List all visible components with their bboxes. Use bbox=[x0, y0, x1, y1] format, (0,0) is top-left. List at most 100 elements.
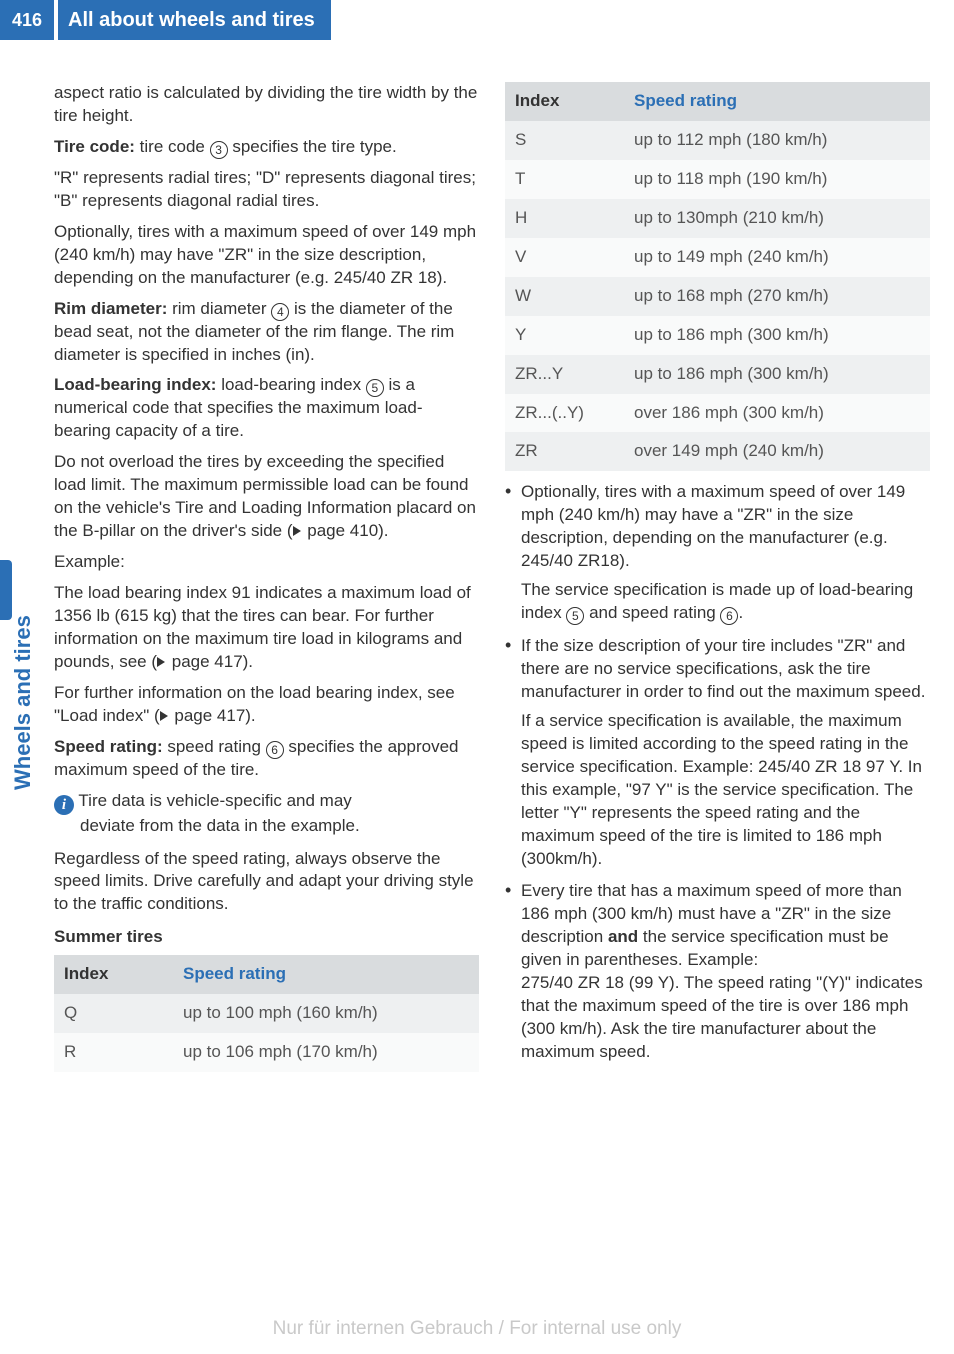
cell: ZR bbox=[505, 432, 624, 471]
cell: R bbox=[54, 1033, 173, 1072]
table-header: Index bbox=[505, 82, 624, 121]
cell: up to 186 mph (300 km/h) bbox=[624, 316, 930, 355]
table-row: Wup to 168 mph (270 km/h) bbox=[505, 277, 930, 316]
table-row: ZR...(..Y)over 186 mph (300 km/h) bbox=[505, 394, 930, 433]
paragraph: Regardless of the speed rating, always o… bbox=[54, 848, 479, 917]
callout-number-icon: 4 bbox=[271, 303, 289, 321]
page-number: 416 bbox=[0, 0, 54, 40]
table-header-row: Index Speed rating bbox=[54, 955, 479, 994]
cell: Y bbox=[505, 316, 624, 355]
table-header-row: Index Speed rating bbox=[505, 82, 930, 121]
cell: ZR...Y bbox=[505, 355, 624, 394]
cell: W bbox=[505, 277, 624, 316]
text: Optionally, tires with a maximum speed o… bbox=[521, 482, 905, 570]
cell: over 186 mph (300 km/h) bbox=[624, 394, 930, 433]
table-row: Sup to 112 mph (180 km/h) bbox=[505, 121, 930, 160]
text: specifies the tire type. bbox=[228, 137, 397, 156]
side-tab-label: Wheels and tires bbox=[8, 615, 38, 790]
table-row: Tup to 118 mph (190 km/h) bbox=[505, 160, 930, 199]
side-tab: Wheels and tires bbox=[0, 560, 30, 810]
page-ref: page 417). bbox=[167, 652, 253, 671]
table-row: Yup to 186 mph (300 km/h) bbox=[505, 316, 930, 355]
page-ref: page 417). bbox=[170, 706, 256, 725]
list-item: If the size description of your tire inc… bbox=[505, 635, 930, 870]
cell: over 149 mph (240 km/h) bbox=[624, 432, 930, 471]
term-label: Load-bearing index: bbox=[54, 375, 221, 394]
cell: up to 118 mph (190 km/h) bbox=[624, 160, 930, 199]
text: load-bearing index bbox=[221, 375, 366, 394]
table-row: Vup to 149 mph (240 km/h) bbox=[505, 238, 930, 277]
info-icon: i bbox=[54, 795, 74, 815]
triangle-icon bbox=[293, 526, 301, 536]
paragraph: aspect ratio is calculated by dividing t… bbox=[54, 82, 479, 128]
speed-rating-table-2: Index Speed rating Sup to 112 mph (180 k… bbox=[505, 82, 930, 471]
text: The load bearing index 91 indicates a ma… bbox=[54, 583, 471, 671]
cell: S bbox=[505, 121, 624, 160]
cell: up to 168 mph (270 km/h) bbox=[624, 277, 930, 316]
cell: up to 112 mph (180 km/h) bbox=[624, 121, 930, 160]
table-header: Index bbox=[54, 955, 173, 994]
callout-number-icon: 6 bbox=[266, 741, 284, 759]
paragraph: For further information on the load bear… bbox=[54, 682, 479, 728]
subheading: Summer tires bbox=[54, 926, 479, 949]
text: 275/40 ZR 18 (99 Y). The speed rating "(… bbox=[521, 972, 930, 1064]
paragraph: Tire code: tire code 3 specifies the tir… bbox=[54, 136, 479, 159]
text: tire code bbox=[135, 137, 210, 156]
triangle-icon bbox=[160, 711, 168, 721]
text: rim diameter bbox=[167, 299, 271, 318]
watermark: Nur für internen Gebrauch / For internal… bbox=[0, 1316, 954, 1342]
table-header: Speed rating bbox=[624, 82, 930, 121]
list-item: Every tire that has a maximum speed of m… bbox=[505, 880, 930, 1064]
paragraph: Example: bbox=[54, 551, 479, 574]
side-tab-marker bbox=[0, 560, 12, 620]
table-header: Speed rating bbox=[173, 955, 479, 994]
list-item: Optionally, tires with a maximum speed o… bbox=[505, 481, 930, 625]
paragraph: Speed rating: speed rating 6 specifies t… bbox=[54, 736, 479, 782]
paragraph: Load-bearing index: load-bearing index 5… bbox=[54, 374, 479, 443]
text: and speed rating bbox=[584, 603, 720, 622]
text: If a service specification is available,… bbox=[521, 710, 930, 871]
header-bar: 416 All about wheels and tires bbox=[0, 0, 954, 40]
cell: V bbox=[505, 238, 624, 277]
table-row: ZR...Yup to 186 mph (300 km/h) bbox=[505, 355, 930, 394]
cell: up to 100 mph (160 km/h) bbox=[173, 994, 479, 1033]
term-label: Tire code: bbox=[54, 137, 135, 156]
table-row: Hup to 130mph (210 km/h) bbox=[505, 199, 930, 238]
speed-rating-table-1: Index Speed rating Qup to 100 mph (160 k… bbox=[54, 955, 479, 1072]
callout-number-icon: 5 bbox=[566, 607, 584, 625]
term-label: Rim diameter: bbox=[54, 299, 167, 318]
callout-number-icon: 6 bbox=[720, 607, 738, 625]
triangle-icon bbox=[157, 657, 165, 667]
text: The service specification is made up of … bbox=[521, 579, 930, 625]
term-label: Speed rating: bbox=[54, 737, 163, 756]
paragraph: Optionally, tires with a maximum speed o… bbox=[54, 221, 479, 290]
info-text: Tire data is vehicle-specific and may bbox=[74, 791, 352, 810]
table-row: Rup to 106 mph (170 km/h) bbox=[54, 1033, 479, 1072]
page-ref: page 410). bbox=[303, 521, 389, 540]
cell: H bbox=[505, 199, 624, 238]
bullet-list: Optionally, tires with a maximum speed o… bbox=[505, 481, 930, 1064]
page-content: aspect ratio is calculated by dividing t… bbox=[54, 82, 930, 1304]
cell: up to 130mph (210 km/h) bbox=[624, 199, 930, 238]
bold-text: and bbox=[608, 927, 638, 946]
text: If the size description of your tire inc… bbox=[521, 636, 925, 701]
paragraph: Rim diameter: rim diameter 4 is the diam… bbox=[54, 298, 479, 367]
paragraph: "R" represents radial tires; "D" represe… bbox=[54, 167, 479, 213]
cell: up to 149 mph (240 km/h) bbox=[624, 238, 930, 277]
paragraph: The load bearing index 91 indicates a ma… bbox=[54, 582, 479, 674]
table-row: ZRover 149 mph (240 km/h) bbox=[505, 432, 930, 471]
chapter-title: All about wheels and tires bbox=[58, 0, 331, 40]
cell: ZR...(..Y) bbox=[505, 394, 624, 433]
callout-number-icon: 3 bbox=[210, 141, 228, 159]
paragraph: Do not overload the tires by exceeding t… bbox=[54, 451, 479, 543]
cell: up to 186 mph (300 km/h) bbox=[624, 355, 930, 394]
info-text: deviate from the data in the example. bbox=[54, 815, 479, 838]
callout-number-icon: 5 bbox=[366, 379, 384, 397]
text: Do not overload the tires by exceeding t… bbox=[54, 452, 476, 540]
cell: Q bbox=[54, 994, 173, 1033]
text: . bbox=[738, 603, 743, 622]
info-callout: i Tire data is vehicle-specific and may … bbox=[54, 790, 479, 838]
cell: up to 106 mph (170 km/h) bbox=[173, 1033, 479, 1072]
text: speed rating bbox=[163, 737, 266, 756]
table-row: Qup to 100 mph (160 km/h) bbox=[54, 994, 479, 1033]
